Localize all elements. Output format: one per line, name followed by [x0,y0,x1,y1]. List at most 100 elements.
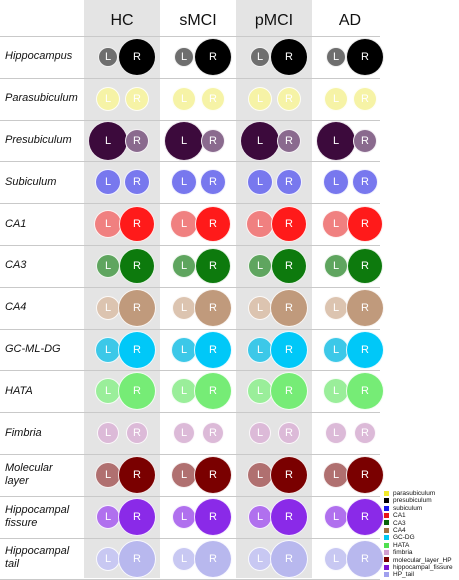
row-divider [0,454,380,455]
legend-swatch [384,520,389,526]
row-label-line: CA3 [5,259,27,271]
left-hemisphere-circle: L [96,86,120,111]
right-hemisphere-circle: R [277,128,301,153]
right-hemisphere-circle: R [125,86,149,111]
row-label-hippocampal-fissure: Hippocampal fissure [5,504,83,530]
row-divider [0,36,380,37]
legend-item: parasubiculum [384,490,435,498]
legend-label: HP_tail [393,571,414,579]
right-hemisphere-circle: R [118,497,156,536]
row-divider [0,370,380,371]
right-hemisphere-circle: R [194,372,232,411]
legend-label: presubiculum [393,497,432,505]
right-hemisphere-circle: R [194,330,232,369]
row-divider [0,287,380,288]
row-label-ca1: CA1 [5,218,83,231]
left-hemisphere-circle: L [173,422,195,445]
left-hemisphere-circle: L [324,253,348,278]
row-divider [0,78,380,79]
right-hemisphere-circle: R [201,128,225,153]
legend-swatch [384,527,389,533]
left-hemisphere-circle: L [96,546,120,571]
right-hemisphere-circle: R [346,372,384,411]
left-hemisphere-circle: L [172,504,196,529]
right-hemisphere-circle: R [270,455,308,494]
right-hemisphere-circle: R [270,497,308,536]
row-label-line: Parasubiculum [5,92,78,104]
left-hemisphere-circle: L [94,210,122,239]
row-label-ca4: CA4 [5,301,83,314]
right-hemisphere-circle: R [194,539,232,578]
left-hemisphere-circle: L [164,120,204,161]
left-hemisphere-circle: L [172,546,196,571]
row-label-line: layer [5,475,29,487]
right-hemisphere-circle: R [347,206,383,243]
right-hemisphere-circle: R [118,372,156,411]
row-divider [0,161,380,162]
left-hemisphere-circle: L [248,504,272,529]
left-hemisphere-circle: L [97,422,119,445]
left-hemisphere-circle: L [174,46,194,67]
left-hemisphere-circle: L [171,378,197,405]
left-hemisphere-circle: L [324,546,348,571]
left-hemisphere-circle: L [316,120,356,161]
right-hemisphere-circle: R [194,455,232,494]
right-hemisphere-circle: R [270,288,308,327]
legend-label: parasubiculum [393,490,436,497]
left-hemisphere-circle: L [248,295,272,320]
legend-swatch [384,572,389,578]
left-hemisphere-circle: L [172,86,196,111]
legend-item: CA1 [384,512,406,520]
left-hemisphere-circle: L [96,295,120,320]
row-label-line: Hippocampal [5,504,70,516]
legend-label: fimbria [393,549,413,557]
left-hemisphere-circle: L [96,504,120,529]
row-label-line: tail [5,558,20,570]
row-label-line: HATA [5,385,33,397]
legend-label: CA3 [393,519,406,527]
right-hemisphere-circle: R [194,288,232,327]
right-hemisphere-circle: R [277,86,301,111]
legend-swatch [384,512,389,518]
row-label-hippocampal-tail: Hippocampal tail [5,545,83,571]
group-header-ad: AD [338,12,362,29]
group-column-background [84,0,160,578]
left-hemisphere-circle: L [323,169,349,196]
right-hemisphere-circle: R [118,455,156,494]
left-hemisphere-circle: L [247,169,273,196]
left-hemisphere-circle: L [171,169,197,196]
left-hemisphere-circle: L [325,422,347,445]
legend-label: CA4 [393,527,406,534]
row-label-line: Molecular [5,462,53,474]
legend-item: subiculum [384,505,422,513]
left-hemisphere-circle: L [246,210,274,239]
right-hemisphere-circle: R [346,37,384,76]
left-hemisphere-circle: L [170,210,198,239]
left-hemisphere-circle: L [172,253,196,278]
right-hemisphere-circle: R [270,37,308,76]
row-divider [0,245,380,246]
left-hemisphere-circle: L [172,295,196,320]
row-label-line: CA1 [5,218,27,230]
left-hemisphere-circle: L [322,210,350,239]
right-hemisphere-circle: R [195,206,231,243]
left-hemisphere-circle: L [247,378,273,405]
right-hemisphere-circle: R [352,169,378,196]
left-hemisphere-circle: L [249,422,271,445]
right-hemisphere-circle: R [270,330,308,369]
right-hemisphere-circle: R [200,169,226,196]
row-label-presubiculum: Presubiculum [5,134,83,147]
row-label-subiculum: Subiculum [5,176,83,189]
row-divider [0,329,380,330]
left-hemisphere-circle: L [324,295,348,320]
legend-item: HATA [384,542,409,550]
right-hemisphere-circle: R [194,37,232,76]
right-hemisphere-circle: R [126,422,148,445]
left-hemisphere-circle: L [326,46,346,67]
right-hemisphere-circle: R [346,330,384,369]
legend-swatch [384,535,389,541]
left-hemisphere-circle: L [250,46,270,67]
right-hemisphere-circle: R [119,247,155,284]
right-hemisphere-circle: R [124,169,150,196]
right-hemisphere-circle: R [346,288,384,327]
